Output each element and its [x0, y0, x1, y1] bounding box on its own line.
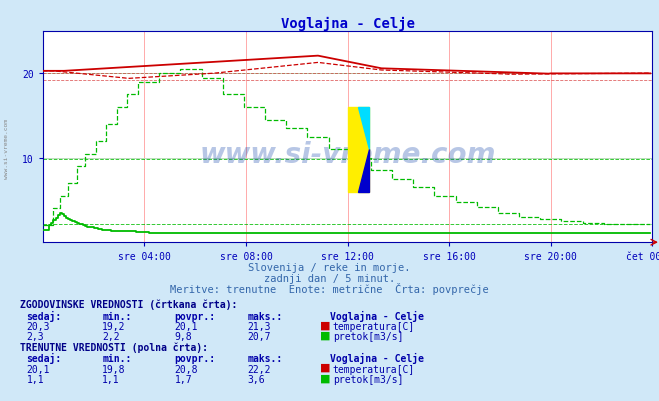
Text: 20,3: 20,3: [26, 322, 50, 332]
Text: ■: ■: [320, 373, 330, 383]
Text: 1,1: 1,1: [26, 374, 44, 384]
Text: 9,8: 9,8: [175, 332, 192, 342]
Text: pretok[m3/s]: pretok[m3/s]: [333, 374, 403, 384]
Text: 19,8: 19,8: [102, 364, 126, 374]
Text: Slovenija / reke in morje.: Slovenija / reke in morje.: [248, 263, 411, 273]
Text: 20,7: 20,7: [247, 332, 271, 342]
Text: min.:: min.:: [102, 353, 132, 363]
Text: zadnji dan / 5 minut.: zadnji dan / 5 minut.: [264, 273, 395, 284]
Text: maks.:: maks.:: [247, 311, 282, 321]
Text: 19,2: 19,2: [102, 322, 126, 332]
Bar: [347, 108, 369, 192]
Text: ■: ■: [320, 320, 330, 330]
Text: temperatura[C]: temperatura[C]: [333, 364, 415, 374]
Text: povpr.:: povpr.:: [175, 311, 215, 321]
Text: 20,1: 20,1: [26, 364, 50, 374]
Text: Voglajna - Celje: Voglajna - Celje: [330, 352, 424, 363]
Text: 20,1: 20,1: [175, 322, 198, 332]
Text: 2,2: 2,2: [102, 332, 120, 342]
Text: 22,2: 22,2: [247, 364, 271, 374]
Polygon shape: [358, 108, 369, 150]
Text: maks.:: maks.:: [247, 353, 282, 363]
Text: sedaj:: sedaj:: [26, 310, 61, 321]
Text: ■: ■: [320, 330, 330, 340]
Text: povpr.:: povpr.:: [175, 353, 215, 363]
Text: ■: ■: [320, 362, 330, 372]
Text: temperatura[C]: temperatura[C]: [333, 322, 415, 332]
Text: 3,6: 3,6: [247, 374, 265, 384]
Text: Voglajna - Celje: Voglajna - Celje: [330, 310, 424, 321]
Text: ZGODOVINSKE VREDNOSTI (črtkana črta):: ZGODOVINSKE VREDNOSTI (črtkana črta):: [20, 298, 237, 309]
Text: min.:: min.:: [102, 311, 132, 321]
Text: 1,7: 1,7: [175, 374, 192, 384]
Text: www.si-vreme.com: www.si-vreme.com: [200, 140, 496, 168]
Text: www.si-vreme.com: www.si-vreme.com: [4, 118, 9, 178]
Text: Meritve: trenutne  Enote: metrične  Črta: povprečje: Meritve: trenutne Enote: metrične Črta: …: [170, 282, 489, 294]
Text: pretok[m3/s]: pretok[m3/s]: [333, 332, 403, 342]
Text: TRENUTNE VREDNOSTI (polna črta):: TRENUTNE VREDNOSTI (polna črta):: [20, 342, 208, 352]
Text: sedaj:: sedaj:: [26, 352, 61, 363]
Text: 2,3: 2,3: [26, 332, 44, 342]
Text: 21,3: 21,3: [247, 322, 271, 332]
Title: Voglajna - Celje: Voglajna - Celje: [281, 17, 415, 31]
Polygon shape: [358, 150, 369, 192]
Text: 20,8: 20,8: [175, 364, 198, 374]
Text: 1,1: 1,1: [102, 374, 120, 384]
